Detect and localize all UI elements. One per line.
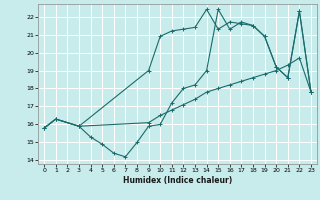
X-axis label: Humidex (Indice chaleur): Humidex (Indice chaleur) — [123, 176, 232, 185]
